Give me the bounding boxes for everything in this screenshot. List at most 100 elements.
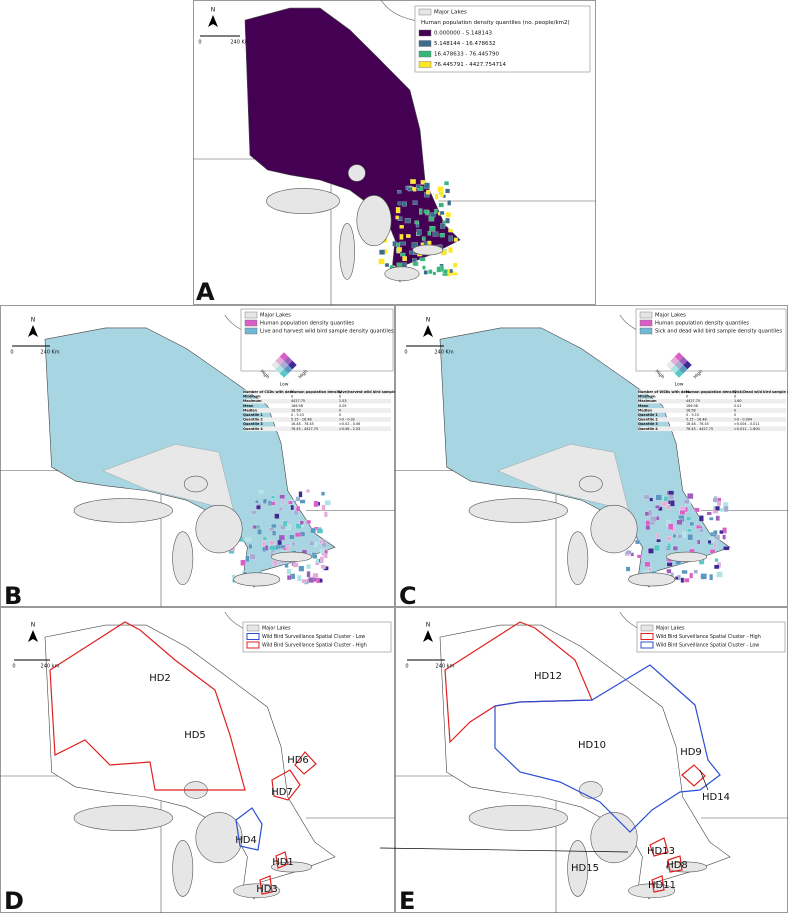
region-cell xyxy=(295,523,302,529)
table-cell: Quantile 2 xyxy=(638,418,658,422)
region-cell xyxy=(272,560,278,566)
region-cell xyxy=(321,504,326,511)
region-cell xyxy=(286,568,292,575)
cluster xyxy=(271,769,301,801)
table-cell: Human population density xyxy=(291,390,342,394)
region-cell xyxy=(245,555,250,562)
north-arrow xyxy=(423,630,433,642)
scale-label: 240 km xyxy=(41,664,60,670)
legend-label: 0.000000 - 5.148143 xyxy=(434,31,492,37)
north-label: N xyxy=(426,622,431,629)
table-row-bg xyxy=(243,408,391,413)
lake xyxy=(384,266,420,282)
region-cell xyxy=(291,541,296,546)
legend-swatch xyxy=(640,633,654,640)
region-cell xyxy=(677,534,683,539)
table-cell: 0.05 xyxy=(339,404,347,408)
region-cell xyxy=(715,515,720,521)
region-cell xyxy=(392,241,397,247)
panel: N 0 240 Km Major Lakes Human population dens… xyxy=(395,305,788,610)
cluster-label: HD1 xyxy=(272,857,294,868)
cluster xyxy=(494,664,721,833)
region-cell xyxy=(445,188,450,194)
region-cell xyxy=(679,510,686,515)
scale-label: 240 Km xyxy=(40,350,59,356)
cluster xyxy=(49,621,246,791)
region-cell xyxy=(420,180,427,185)
region-cell xyxy=(438,202,444,208)
north-label: N xyxy=(211,7,216,14)
scale-label: 0 xyxy=(12,664,15,670)
region-cell xyxy=(306,564,311,570)
region-cell xyxy=(447,200,452,206)
region-cell xyxy=(430,212,436,218)
lake xyxy=(567,531,589,586)
region-cell xyxy=(681,569,688,574)
region-cell xyxy=(635,539,641,545)
lake xyxy=(468,498,568,523)
lake xyxy=(578,781,603,799)
lake xyxy=(356,195,392,247)
region-cell xyxy=(262,541,266,547)
region-cell xyxy=(410,179,416,184)
legend-label: Human population density quantiles xyxy=(260,321,354,327)
table-cell: Quantile 4 xyxy=(638,427,658,431)
region-cell xyxy=(445,212,451,218)
table-cell: Maximum xyxy=(638,399,657,403)
region-cell xyxy=(427,231,432,236)
cluster-label: HD2 xyxy=(149,673,171,684)
region-cell xyxy=(666,536,672,541)
region-cell xyxy=(396,242,401,248)
lake xyxy=(73,498,173,523)
table-cell: Human population density xyxy=(686,390,737,394)
lake xyxy=(590,504,638,554)
bivariate-cell xyxy=(279,360,289,370)
cluster-label: HD4 xyxy=(235,835,257,846)
table-cell: Number of CSDs with data xyxy=(243,390,294,394)
region-cell xyxy=(407,187,413,192)
region-cell xyxy=(712,497,719,503)
table-cell: 1.60 xyxy=(734,399,742,403)
region-cell xyxy=(654,544,660,552)
region-cell xyxy=(396,247,402,252)
land-outline xyxy=(193,0,596,305)
cluster xyxy=(275,851,289,869)
region-cell xyxy=(278,507,283,511)
region-cell xyxy=(440,223,446,229)
table-cell: >0 - 0.004 xyxy=(734,418,752,422)
table-cell: 0 xyxy=(339,413,341,417)
region-cell xyxy=(687,493,694,499)
region-cell xyxy=(293,510,299,516)
region-cell xyxy=(384,263,390,268)
legend-label: Major Lakes xyxy=(262,626,291,632)
lake xyxy=(195,812,243,864)
region-cell xyxy=(699,528,704,533)
table-row-bg xyxy=(638,426,786,432)
region-cell xyxy=(378,258,385,265)
table-cell: 76.45 - 4427.75 xyxy=(686,427,713,431)
region-cell xyxy=(271,523,277,529)
region-cell xyxy=(312,572,319,578)
panel: HD2 HD5 HD6 HD7 HD4 HD1 HD3 N 0 240 km Major Lakes… xyxy=(0,607,395,913)
region-cell xyxy=(687,528,692,533)
region-cell xyxy=(320,564,326,569)
lake xyxy=(468,805,568,831)
region-cell xyxy=(406,234,411,238)
region-cell xyxy=(319,539,324,544)
bivariate-cell xyxy=(288,360,297,370)
legend-swatch xyxy=(246,633,260,640)
region-cell xyxy=(399,241,406,246)
region-cell xyxy=(643,494,650,500)
region-cell xyxy=(319,578,323,583)
region-cell xyxy=(637,554,642,559)
region-cell xyxy=(709,517,714,521)
region-cell xyxy=(666,568,672,574)
region-cell xyxy=(713,530,718,535)
region-cell xyxy=(689,521,694,526)
region-cell xyxy=(270,501,276,506)
legend-label: 16.478633 - 76.445790 xyxy=(434,52,499,58)
region-cell xyxy=(422,265,426,270)
region-cell xyxy=(722,534,726,540)
region-cell xyxy=(696,525,701,529)
